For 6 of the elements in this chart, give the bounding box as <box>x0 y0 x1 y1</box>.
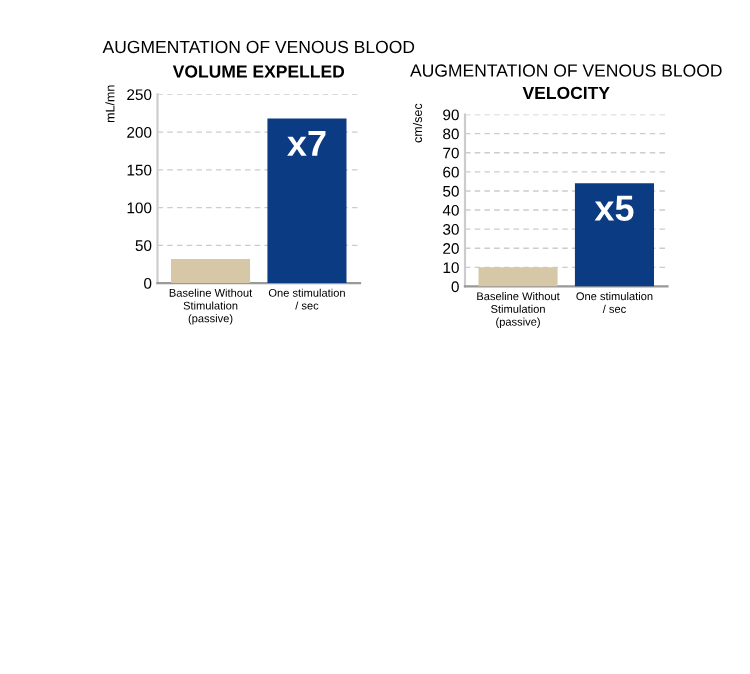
chart-subtitle: VOLUME EXPELLED <box>172 65 345 78</box>
chart-subtitle: VELOCITY <box>522 86 610 100</box>
chart-title: AUGMENTATION OF VENOUS BLOOD <box>410 64 722 77</box>
chart-title: AUGMENTATION OF VENOUS BLOOD <box>102 40 415 54</box>
annotation: x7 <box>287 130 326 156</box>
annotation: x5 <box>594 195 634 221</box>
